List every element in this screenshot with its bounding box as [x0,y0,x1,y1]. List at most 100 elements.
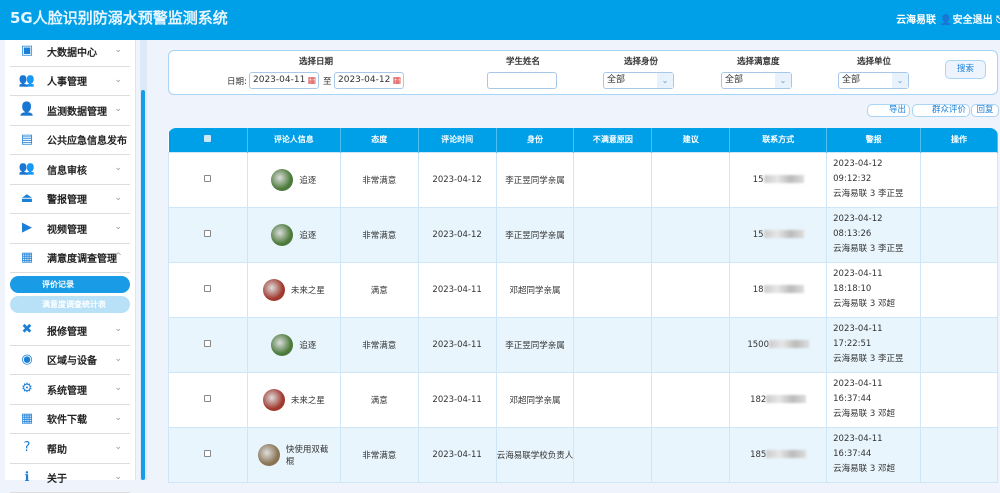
suggestion-cell [652,372,730,427]
sidebar-item[interactable]: ▦软件下载⌄ [10,405,130,435]
date-prefix: 日期: [227,75,247,87]
sidebar-item-label: 系统管理 [47,382,87,397]
globe-icon: ◉ [18,353,36,367]
row-select-cell [169,152,248,207]
alarm-icon: ⏏ [18,192,36,206]
alarm-date: 2023-04-11 [833,322,920,337]
row-select-cell [169,262,248,317]
sidebar-item[interactable]: ▶视频管理⌄ [10,214,130,244]
phone-blurred [769,340,809,348]
chevron-down-icon: ⌄ [775,73,791,88]
sidebar-scrollbar[interactable] [140,40,147,480]
alarm-info: 云海易联 3 李正昱 [833,242,920,257]
sidebar-item[interactable]: ▤公共应急信息发布 [10,126,130,156]
phone-prefix: 185 [750,450,766,460]
commenter-cell: 追逐 [247,207,340,262]
date-label: 选择日期 [299,55,333,67]
sidebar-item[interactable]: ▣大数据中心⌄ [10,37,130,67]
people-icon: 👥 [18,74,36,88]
logout-link[interactable]: 安全退出 ⎋ [953,11,1000,26]
select-all-checkbox[interactable] [204,135,211,142]
avatar [271,224,293,246]
commenter-cell: 未来之星 [247,372,340,427]
phone-cell: 182 [730,372,827,427]
sidebar-item[interactable]: 👤监测数据管理⌄ [10,96,130,126]
sidebar-item[interactable]: 👥人事管理⌄ [10,67,130,97]
date-from-input[interactable]: 2023-04-11▦ [249,72,319,89]
user-label: 云海易联 [896,15,936,26]
calendar-icon[interactable]: ▦ [392,74,401,89]
identity-cell: 邓超同学亲属 [496,262,574,317]
reason-cell [574,372,652,427]
reply-button[interactable]: 回复 [971,104,999,117]
commenter-name: 追逐 [299,174,316,186]
row-checkbox[interactable] [204,285,211,292]
sidebar-item-label: 报修管理 [47,323,87,338]
alarm-info: 云海易联 3 邓超 [833,407,920,422]
scrollbar-thumb[interactable] [141,90,145,480]
attitude-cell: 非常满意 [340,317,418,372]
evaluation-table: 评论人信息态度评论时间身份不满意原因建议联系方式警报操作 追逐 非常满意 202… [168,128,998,483]
sidebar-subitem[interactable]: 评价记录 [10,276,130,293]
commenter-name: 快使用双截棍 [286,443,330,467]
commenter-name: 未来之星 [291,284,325,296]
sidebar-item[interactable]: ⚙系统管理⌄ [10,375,130,405]
user-name[interactable]: 云海易联 👤 [896,11,952,26]
sidebar-item[interactable]: ?帮助⌄ [10,434,130,464]
chevron-down-icon: ⌄ [657,73,673,88]
row-checkbox[interactable] [204,175,211,182]
identity-select[interactable]: 全部⌄ [603,72,674,89]
chevron-down-icon: ⌄ [114,45,122,55]
phone-blurred [766,450,806,458]
help-icon: ? [18,441,36,455]
download-icon: ▦ [18,412,36,426]
alarm-info: 云海易联 3 邓超 [833,297,920,312]
sidebar-item-label: 视频管理 [47,221,87,236]
chevron-down-icon: ⌄ [892,73,908,88]
row-checkbox[interactable] [204,450,211,457]
unit-select[interactable]: 全部⌄ [838,72,909,89]
comment-time-cell: 2023-04-12 [418,207,496,262]
attitude-cell: 非常满意 [340,207,418,262]
identity-cell: 李正昱同学亲属 [496,317,574,372]
sidebar-item[interactable]: ✖报修管理⌄ [10,316,130,346]
public-eval-button[interactable]: 群众评价 [912,104,970,117]
video-icon: ▶ [18,221,36,235]
sidebar-item[interactable]: ▦满意度调查管理^ [10,244,130,274]
date-from-value: 2023-04-11 [253,75,305,85]
chevron-down-icon: ⌄ [114,104,122,114]
suggestion-cell [652,262,730,317]
phone-prefix: 18 [753,285,764,295]
date-to-input[interactable]: 2023-04-12▦ [334,72,404,89]
identity-label: 选择身份 [624,55,658,67]
satisfaction-select[interactable]: 全部⌄ [721,72,792,89]
sidebar-item[interactable]: ◉区域与设备⌄ [10,346,130,376]
select-all-header[interactable] [169,128,248,152]
logout-label: 安全退出 [953,15,993,26]
reason-cell [574,317,652,372]
export-button[interactable]: 导出 [867,104,910,117]
suggestion-cell [652,207,730,262]
column-header: 联系方式 [730,128,827,152]
sidebar-item[interactable]: 👥信息审核⌄ [10,155,130,185]
phone-prefix: 15 [753,175,764,185]
calendar-icon[interactable]: ▦ [307,74,316,89]
comment-time-cell: 2023-04-11 [418,262,496,317]
suggestion-cell [652,152,730,207]
sidebar-subitem[interactable]: 满意度调查统计表 [10,296,130,313]
avatar [271,169,293,191]
row-select-cell [169,207,248,262]
chevron-down-icon: ⌄ [114,75,122,85]
row-checkbox[interactable] [204,230,211,237]
row-checkbox[interactable] [204,340,211,347]
student-name-input[interactable] [487,72,557,89]
sidebar-item[interactable]: ⏏警报管理⌄ [10,185,130,215]
identity-cell: 李正昱同学亲属 [496,207,574,262]
alarm-time: 16:37:44 [833,392,920,407]
row-checkbox[interactable] [204,395,211,402]
search-button[interactable]: 搜索 [945,60,986,79]
